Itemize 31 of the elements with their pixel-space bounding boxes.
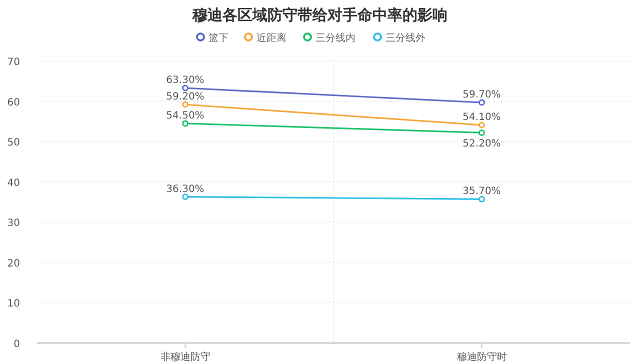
y-tick-label: 70 [7, 57, 20, 68]
y-tick-label: 50 [7, 138, 20, 149]
point [182, 120, 188, 127]
x-tick-label: 非穆迪防守 [160, 351, 210, 363]
y-tick-label: 30 [7, 218, 20, 230]
point [478, 129, 485, 136]
legend-label: 三分线外 [386, 32, 426, 44]
point [478, 196, 485, 202]
data-label: 63.30% [166, 74, 204, 86]
y-tick-label: 40 [7, 178, 20, 189]
data-label: 54.10% [462, 112, 501, 124]
legend-label: 三分线内 [316, 32, 356, 44]
legend-label: 近距离 [256, 32, 286, 44]
point [478, 122, 485, 128]
point [182, 84, 188, 92]
data-label: 36.30% [166, 184, 204, 195]
data-label: 59.20% [166, 92, 204, 103]
point [182, 101, 188, 108]
data-label: 35.70% [462, 186, 501, 198]
y-tick-label: 20 [7, 258, 20, 270]
data-label: 54.50% [166, 110, 204, 122]
chart-title: 穆迪各区域防守带给对手命中率的影响 [192, 6, 448, 24]
data-label: 52.20% [462, 138, 501, 150]
x-tick-label: 穆迪防守时 [456, 351, 507, 363]
point [478, 99, 485, 106]
y-tick-label: 60 [7, 97, 20, 108]
legend-label: 篮下 [208, 33, 228, 44]
data-label: 59.70% [462, 89, 501, 100]
y-tick-label: 10 [7, 298, 20, 310]
y-tick-label: 0 [14, 339, 20, 350]
point [182, 194, 188, 200]
